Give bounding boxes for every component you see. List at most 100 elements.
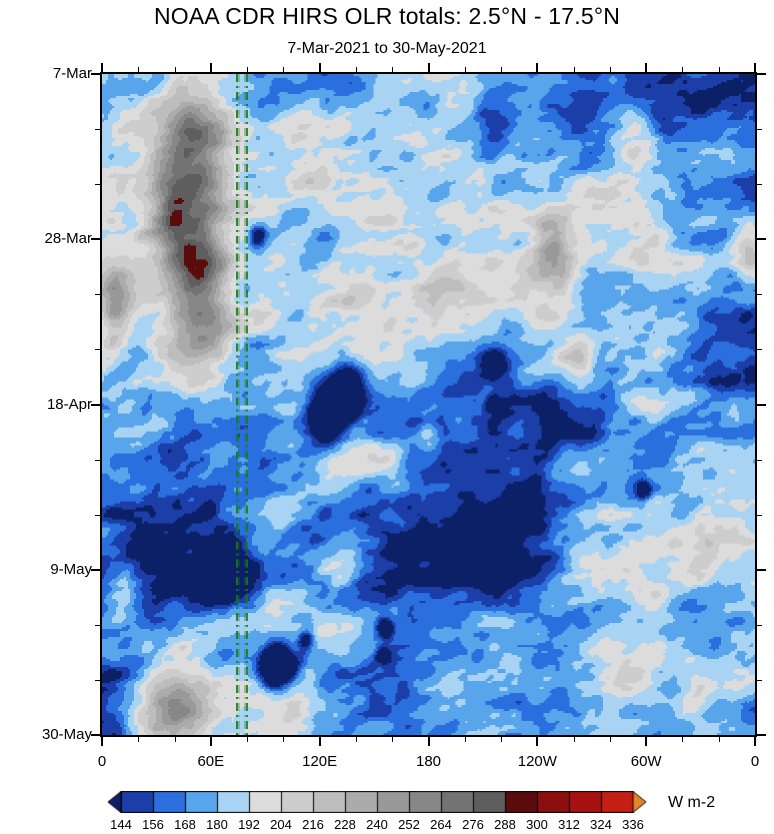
y-tick-label: 18-Apr xyxy=(46,395,92,413)
minor-tick xyxy=(757,460,762,461)
major-tick xyxy=(319,63,321,72)
colorbar-tick-label: 168 xyxy=(174,817,196,832)
minor-tick xyxy=(719,737,720,742)
x-tick-label: 180 xyxy=(415,753,442,770)
minor-tick xyxy=(719,67,720,72)
minor-tick xyxy=(175,67,176,72)
minor-tick xyxy=(757,680,762,681)
minor-tick xyxy=(392,67,393,72)
major-tick xyxy=(428,737,430,746)
minor-tick xyxy=(757,184,762,185)
minor-tick xyxy=(757,515,762,516)
x-tick-label: 0 xyxy=(750,753,760,770)
major-tick xyxy=(210,737,212,746)
minor-tick xyxy=(95,129,100,130)
minor-tick xyxy=(175,737,176,742)
x-tick-label: 60W xyxy=(630,753,662,770)
colorbar xyxy=(107,791,647,813)
major-tick xyxy=(91,73,100,75)
x-tick-label: 0 xyxy=(97,753,107,770)
minor-tick xyxy=(610,67,611,72)
major-tick xyxy=(536,737,538,746)
minor-tick xyxy=(247,737,248,742)
plot-frame xyxy=(91,63,766,746)
colorbar-tick-label: 144 xyxy=(110,817,132,832)
major-tick xyxy=(754,63,756,72)
major-tick xyxy=(757,73,766,75)
minor-tick xyxy=(95,460,100,461)
major-tick xyxy=(91,569,100,571)
minor-tick xyxy=(757,349,762,350)
minor-tick xyxy=(757,625,762,626)
colorbar-tick-label: 300 xyxy=(526,817,548,832)
minor-tick xyxy=(682,737,683,742)
major-tick xyxy=(210,63,212,72)
minor-tick xyxy=(574,67,575,72)
minor-tick xyxy=(610,737,611,742)
major-tick xyxy=(428,63,430,72)
minor-tick xyxy=(356,67,357,72)
colorbar-tick-label: 324 xyxy=(590,817,612,832)
minor-tick xyxy=(574,737,575,742)
minor-tick xyxy=(356,737,357,742)
minor-tick xyxy=(501,67,502,72)
heatmap-canvas xyxy=(102,74,755,735)
y-tick-label: 9-May xyxy=(50,560,92,578)
major-tick xyxy=(536,63,538,72)
major-tick xyxy=(757,238,766,240)
colorbar-units-label: W m-2 xyxy=(668,794,716,811)
major-tick xyxy=(757,734,766,736)
colorbar-tick-label: 276 xyxy=(462,817,484,832)
x-tick-label: 120W xyxy=(517,753,557,770)
minor-tick xyxy=(95,515,100,516)
major-tick xyxy=(754,737,756,746)
major-tick xyxy=(757,569,766,571)
colorbar-tick-label: 228 xyxy=(334,817,356,832)
minor-tick xyxy=(138,737,139,742)
colorbar-tick-label: 216 xyxy=(302,817,324,832)
major-tick xyxy=(645,63,647,72)
colorbar-tick-label: 252 xyxy=(398,817,420,832)
minor-tick xyxy=(95,625,100,626)
colorbar-tick-label: 264 xyxy=(430,817,452,832)
major-tick xyxy=(645,737,647,746)
page-title: NOAA CDR HIRS OLR totals: 2.5°N - 17.5°N xyxy=(153,3,621,29)
minor-tick xyxy=(95,349,100,350)
minor-tick xyxy=(682,67,683,72)
colorbar-tick-label: 204 xyxy=(270,817,292,832)
major-tick xyxy=(757,404,766,406)
minor-tick xyxy=(95,680,100,681)
minor-tick xyxy=(283,737,284,742)
major-tick xyxy=(91,238,100,240)
minor-tick xyxy=(757,129,762,130)
minor-tick xyxy=(501,737,502,742)
major-tick xyxy=(101,63,103,72)
x-tick-label: 60E xyxy=(197,753,225,770)
major-tick xyxy=(319,737,321,746)
y-tick-label: 28-Mar xyxy=(44,230,92,248)
colorbar-tick-label: 156 xyxy=(142,817,164,832)
minor-tick xyxy=(757,294,762,295)
minor-tick xyxy=(283,67,284,72)
major-tick xyxy=(101,737,103,746)
colorbar-tick-label: 288 xyxy=(494,817,516,832)
minor-tick xyxy=(465,67,466,72)
colorbar-tick-label: 336 xyxy=(622,817,644,832)
y-tick-label: 7-Mar xyxy=(52,65,92,82)
x-tick-label: 120E xyxy=(302,753,338,770)
plot-subtitle: 7-Mar-2021 to 30-May-2021 xyxy=(287,40,487,57)
minor-tick xyxy=(138,67,139,72)
minor-tick xyxy=(392,737,393,742)
colorbar-tick-label: 192 xyxy=(238,817,260,832)
colorbar-tick-label: 180 xyxy=(206,817,228,832)
y-tick-label: 30-May xyxy=(41,726,92,743)
minor-tick xyxy=(95,184,100,185)
major-tick xyxy=(91,404,100,406)
colorbar-tick-label: 240 xyxy=(366,817,388,832)
minor-tick xyxy=(247,67,248,72)
colorbar-tick-label: 312 xyxy=(558,817,580,832)
major-tick xyxy=(91,734,100,736)
minor-tick xyxy=(95,294,100,295)
minor-tick xyxy=(465,737,466,742)
